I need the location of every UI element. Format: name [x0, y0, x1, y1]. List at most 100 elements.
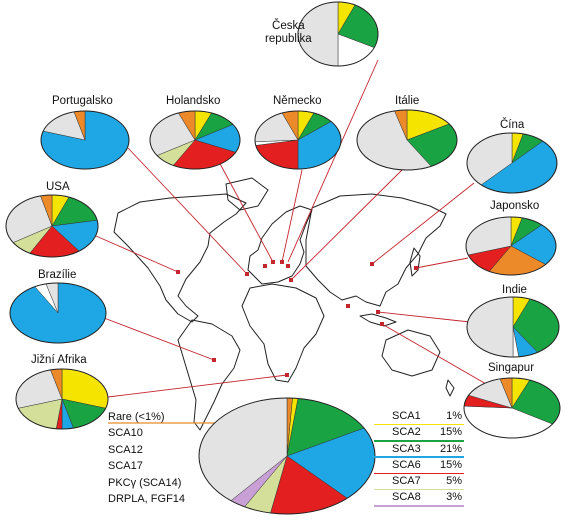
- continent-australia: [381, 329, 441, 377]
- legend-underline: [374, 505, 464, 507]
- legend-underline: [374, 472, 464, 475]
- label-ceska-line1: Česká: [272, 20, 305, 32]
- legend-pct: 5%: [446, 475, 462, 488]
- map-marker: [346, 304, 350, 308]
- legend-row-sca6: SCA6 15%: [374, 458, 464, 475]
- connector-lines: [95, 59, 501, 424]
- continent-asia: [305, 193, 447, 307]
- pie-nemecko: [254, 110, 342, 170]
- world-map: [113, 177, 455, 431]
- connector-nemecko: [281, 169, 303, 263]
- label-singapur: Singapur: [488, 362, 535, 374]
- map-marker: [263, 264, 267, 268]
- pie-outline: [466, 132, 558, 194]
- label-italie: Itálie: [395, 95, 420, 107]
- map-marker: [285, 373, 289, 377]
- map-marker: [271, 260, 275, 264]
- map-marker: [380, 322, 384, 326]
- pie-outline: [198, 397, 376, 515]
- legend-pct: 3%: [446, 491, 462, 504]
- label-brazilie: Brazílie: [38, 269, 77, 281]
- legend-pct: 21%: [439, 442, 462, 455]
- pie-outline: [149, 110, 241, 170]
- connector-afrika: [107, 374, 288, 398]
- legend-right: SCA1 1% SCA2 15% SCA3 21% SCA6 15% SCA7 …: [374, 409, 464, 507]
- legend-pct: 1%: [446, 410, 462, 422]
- pie-outline: [465, 216, 557, 276]
- legend-pct: 15%: [439, 458, 462, 471]
- connector-cina: [371, 182, 475, 265]
- map-marker: [376, 310, 380, 314]
- pie-usa: [5, 194, 99, 258]
- continent-europe: [247, 205, 313, 285]
- legend-row-sca3: SCA3 21%: [374, 442, 464, 458]
- pie-outline: [356, 109, 458, 171]
- legend-item-sca17: SCA17: [108, 460, 143, 473]
- continent-africa: [241, 283, 325, 383]
- legend-name: SCA1: [392, 410, 421, 422]
- map-marker: [212, 358, 216, 362]
- pie-outline: [5, 194, 99, 258]
- label-jizni-afrika: Jižní Afrika: [31, 354, 87, 366]
- legend-left: Rare (<1%) SCA10 SCA12 SCA17 PKCγ (SCA14…: [108, 409, 185, 507]
- label-nemecko: Německo: [273, 95, 322, 107]
- label-usa: USA: [46, 181, 70, 193]
- connector-brazilie: [103, 317, 215, 361]
- pie-italie: [356, 109, 458, 171]
- label-japonsko: Japonsko: [490, 200, 540, 212]
- legend-underline: [374, 423, 464, 426]
- legend-item-pkc: PKCγ (SCA14): [108, 476, 182, 489]
- pie-world: [198, 397, 376, 515]
- pie-outline: [254, 110, 342, 170]
- map-marker: [289, 278, 293, 282]
- pie-portugalsko: [40, 110, 130, 170]
- map-marker: [176, 270, 180, 274]
- connector-singapur: [381, 323, 501, 393]
- pie-holandsko: [149, 110, 241, 170]
- map-marker: [370, 262, 374, 266]
- legend-item-rare: Rare (<1%): [108, 411, 165, 423]
- legend-name: SCA8: [392, 491, 421, 504]
- country-pies: [5, 1, 561, 515]
- continent-north-america: [113, 193, 247, 323]
- legend-item-sca12: SCA12: [108, 443, 143, 456]
- pie-outline: [297, 1, 379, 67]
- connector-ceska: [287, 59, 379, 263]
- pie-indie: [466, 296, 560, 358]
- pie-brazilie: [9, 282, 107, 344]
- continent-japan: [409, 247, 421, 277]
- pie-outline: [463, 377, 561, 439]
- continent-indonesia: [359, 313, 397, 327]
- connector-holandsko: [217, 159, 274, 263]
- continent-greenland: [225, 177, 269, 211]
- legend-name: SCA6: [392, 458, 421, 471]
- legend-row-sca8: SCA8 3%: [374, 490, 464, 507]
- legend-item-drpla: DRPLA, FGF14: [108, 493, 186, 506]
- legend-row-sca2: SCA2 15%: [374, 425, 464, 442]
- label-indie: Indie: [502, 284, 527, 296]
- map-marker: [286, 264, 290, 268]
- pie-outline: [40, 110, 130, 170]
- legend-underline: [374, 440, 464, 442]
- legend-underline: [374, 488, 464, 491]
- pie-ceska: [297, 1, 379, 67]
- connector-portugalsko: [127, 147, 248, 275]
- connector-indie: [377, 311, 471, 323]
- legend-name: SCA7: [392, 475, 421, 488]
- legend-name: SCA3: [392, 442, 421, 455]
- map-marker: [245, 272, 249, 276]
- pie-singapur: [463, 377, 561, 439]
- pie-japonsko: [465, 216, 557, 276]
- map-marker: [280, 260, 284, 264]
- legend-pct: 15%: [439, 426, 462, 439]
- connector-japonsko: [415, 257, 469, 269]
- label-holandsko: Holandsko: [166, 95, 221, 107]
- legend-item-sca10: SCA10: [108, 427, 143, 440]
- pie-outline: [9, 282, 107, 344]
- pie-cina: [466, 132, 558, 194]
- legend-underline: [374, 456, 464, 458]
- connector-usa: [95, 235, 179, 273]
- pie-outline: [15, 368, 109, 430]
